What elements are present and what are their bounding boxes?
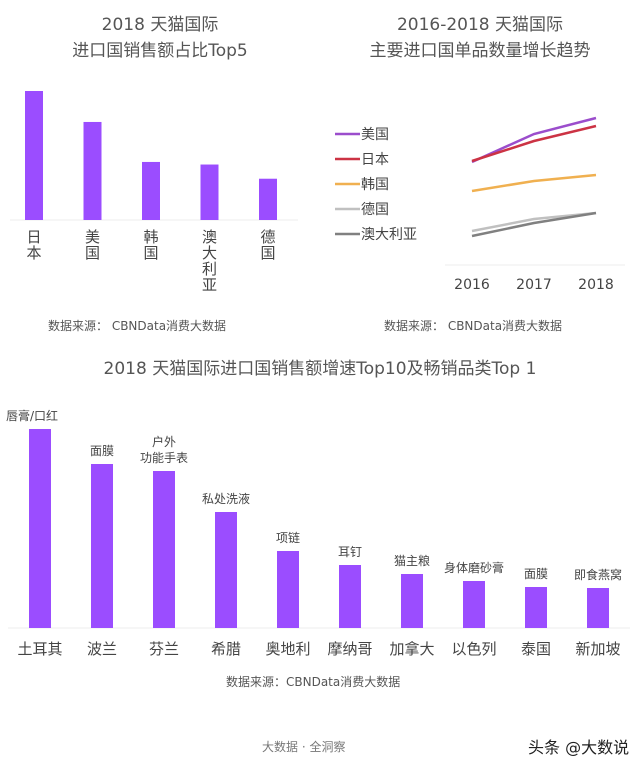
chart3-bar-6	[401, 574, 423, 628]
chart1-category-label: 德	[260, 228, 275, 246]
chart3-bar-5	[339, 565, 361, 628]
chart3-category-label: 摩纳哥	[327, 640, 372, 658]
chart1-category-label: 亚	[202, 276, 217, 294]
chart3-category-label: 波兰	[87, 640, 117, 658]
chart1-bar-0	[25, 91, 43, 220]
chart3-source: 数据来源：CBNData消费大数据	[226, 675, 401, 689]
chart1-bar-3	[200, 164, 219, 220]
chart2-legend-label: 韩国	[361, 177, 389, 193]
chart3-bar-annotation: 耳钉	[338, 545, 362, 559]
chart3-category-label: 新加坡	[575, 640, 620, 658]
chart3-category-label: 芬兰	[149, 640, 179, 658]
chart3-bar-8	[525, 587, 547, 628]
chart1-category-label: 利	[202, 260, 217, 278]
chart2-line-2	[471, 173, 597, 193]
chart3-category-label: 奥地利	[265, 640, 310, 658]
chart3-bar-annotation: 猫主粮	[394, 553, 430, 568]
chart2-title-line1: 2016-2018 天猫国际	[396, 15, 564, 35]
chart1-category-label: 本	[26, 244, 41, 262]
chart2-legend-label: 德国	[361, 202, 389, 218]
chart1-title: 2018 天猫国际 进口国销售额占比Top5	[0, 12, 320, 64]
chart2-title: 2016-2018 天猫国际 主要进口国单品数量增长趋势	[320, 12, 640, 64]
chart2-line-0	[471, 116, 597, 164]
chart2-legend-label: 日本	[361, 152, 389, 168]
chart3-bar-3	[215, 512, 237, 628]
chart3-category-label: 以色列	[451, 640, 496, 658]
chart2-x-tick: 2016	[454, 277, 490, 293]
chart1-category-label: 美	[85, 228, 100, 246]
chart1-category-label: 日	[26, 228, 41, 246]
chart2-title-line2: 主要进口国单品数量增长趋势	[369, 41, 591, 61]
chart1-title-line1: 2018 天猫国际	[101, 15, 219, 35]
chart3-bar-annotation: 身体磨砂膏	[444, 560, 504, 575]
chart1-category-label: 国	[260, 244, 275, 262]
chart3-bar-7	[463, 581, 485, 628]
chart3-bar-annotation: 面膜	[90, 444, 114, 458]
chart1-category-label: 韩	[143, 228, 158, 246]
chart3-bar-annotation: 面膜	[524, 567, 548, 581]
chart1-bar-2	[142, 161, 160, 220]
chart1-category-label: 大	[202, 244, 217, 262]
chart3-bar-annotation: 私处洗液	[202, 491, 250, 506]
chart3-bar-annotation: 户外	[152, 434, 176, 449]
chart2-x-tick: 2017	[516, 277, 552, 293]
chart3-title: 2018 天猫国际进口国销售额增速Top10及畅销品类Top 1	[103, 359, 537, 379]
chart3-bar-4	[277, 551, 299, 628]
chart2-legend-label: 美国	[361, 127, 389, 143]
watermark-logo: 头条 @大数说	[528, 738, 630, 757]
footer-slogan: 大数据 · 全洞察	[262, 740, 346, 754]
chart3-category-label: 土耳其	[17, 640, 62, 658]
chart1-category-label: 澳	[202, 228, 217, 246]
chart3-bar-annotation: 功能手表	[140, 451, 188, 465]
chart1-source: 数据来源： CBNData消费大数据	[48, 319, 227, 333]
chart2-line-3	[471, 211, 597, 233]
chart3-category-label: 加拿大	[389, 640, 434, 658]
chart2-x-tick: 2018	[578, 277, 614, 293]
chart3-bar-annotation: 项链	[276, 530, 300, 545]
chart2-source: 数据来源： CBNData消费大数据	[384, 319, 563, 333]
chart3-category-label: 泰国	[521, 640, 551, 658]
chart3-bar-9	[587, 588, 609, 628]
chart3-bar-1	[91, 464, 113, 628]
chart3-bar-0	[29, 429, 51, 628]
chart1-title-line2: 进口国销售额占比Top5	[72, 41, 248, 61]
chart1-bar-1	[83, 121, 102, 220]
chart2-line-4	[471, 211, 597, 238]
chart1-category-label: 国	[143, 244, 158, 262]
chart1-category-label: 国	[85, 244, 100, 262]
chart3-bar-annotation: 即食燕窝	[574, 567, 622, 582]
chart2-legend-label: 澳大利亚	[361, 227, 417, 243]
chart3-bar-2	[153, 471, 175, 628]
chart3-bar-annotation: 唇膏/口红	[6, 408, 58, 423]
chart2-line-1	[471, 124, 597, 163]
chart3-category-label: 希腊	[211, 640, 241, 658]
chart1-bar-4	[259, 178, 277, 220]
